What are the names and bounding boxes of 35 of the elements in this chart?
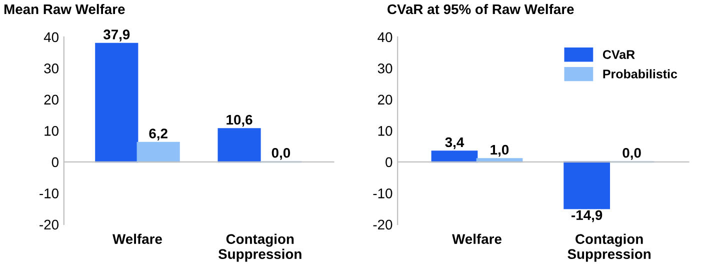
data-label: 10,6 bbox=[226, 114, 252, 127]
bar bbox=[136, 142, 180, 163]
bar bbox=[431, 150, 478, 163]
data-label: 1,0 bbox=[490, 144, 509, 157]
x-tick-label: Welfare bbox=[112, 234, 162, 244]
y-tick-label: -10 bbox=[373, 188, 392, 198]
legend-label: CVaR bbox=[602, 50, 635, 59]
y-tick-label: 40 bbox=[44, 32, 58, 42]
data-label: 3,4 bbox=[445, 137, 464, 150]
data-label: 0,0 bbox=[272, 148, 290, 160]
bar bbox=[218, 128, 261, 163]
data-label: -14,9 bbox=[572, 210, 602, 222]
y-tick-label: 40 bbox=[378, 32, 392, 42]
x-tick-label: Contagion Suppression bbox=[568, 234, 651, 262]
x-tick-label: Welfare bbox=[452, 234, 502, 244]
chart-title: Mean Raw Welfare bbox=[4, 4, 125, 14]
y-tick-label: 10 bbox=[378, 126, 392, 136]
data-label: 0,0 bbox=[622, 148, 641, 160]
y-tick-label: 30 bbox=[378, 64, 392, 74]
y-tick-label: -20 bbox=[373, 220, 392, 230]
y-tick-label: 30 bbox=[44, 64, 58, 74]
data-label: 6,2 bbox=[149, 128, 168, 140]
y-tick-label: 10 bbox=[44, 126, 58, 136]
bar bbox=[95, 42, 138, 163]
y-tick-label: -20 bbox=[40, 220, 58, 230]
x-tick-label: Contagion Suppression bbox=[218, 234, 302, 262]
y-tick-label: 0 bbox=[386, 157, 392, 168]
y-tick-label: 0 bbox=[52, 157, 58, 168]
data-label: 37,9 bbox=[103, 30, 130, 42]
chart-title: CVaR at 95% of Raw Welfare bbox=[388, 4, 574, 14]
bar bbox=[564, 161, 610, 210]
y-tick-label: 20 bbox=[44, 94, 58, 105]
y-tick-label: 20 bbox=[378, 94, 392, 105]
legend-label: Probabilistic bbox=[603, 69, 678, 78]
y-tick-label: -10 bbox=[40, 188, 58, 198]
